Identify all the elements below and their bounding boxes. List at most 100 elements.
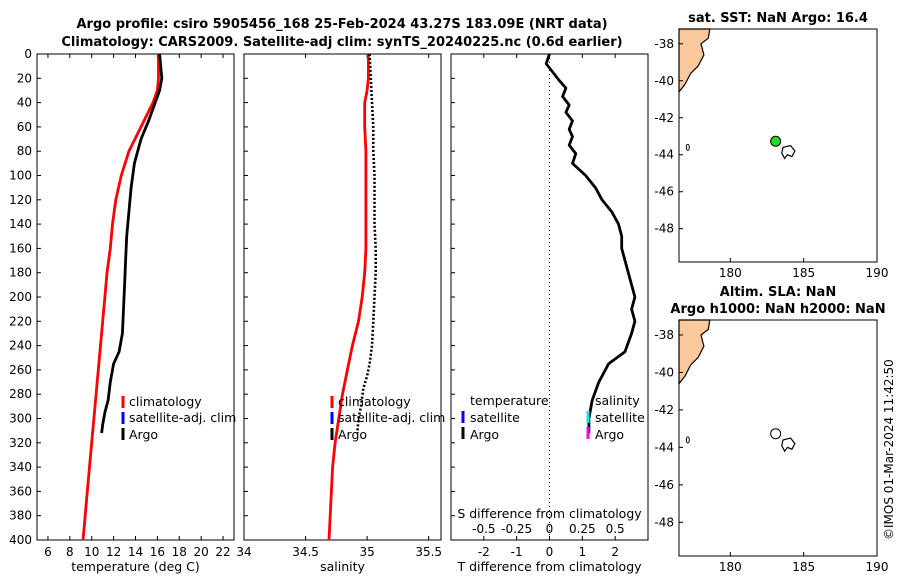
- map-x-tick-label: 180: [719, 266, 742, 280]
- map-y-tick-label: -40: [654, 365, 674, 379]
- legend-swatch-argo: [330, 428, 334, 440]
- y-tick-label: 40: [17, 96, 32, 110]
- x-tick-label: 2: [611, 545, 619, 559]
- map-y-tick-label: -40: [654, 74, 674, 88]
- map-title-line2: Argo h1000: NaN h2000: NaN: [670, 302, 885, 317]
- map-x-tick-label: 185: [792, 266, 815, 280]
- plot-frame: [36, 53, 235, 541]
- temperature-panel: 6 8 10 12 14 16 18 20 22020406080100120140160180…: [9, 47, 235, 574]
- legend-label-satellite: satellite-adj. clim: [338, 410, 445, 425]
- x-axis-label-top: S difference from climatology: [457, 506, 642, 521]
- legend-label-argo: Argo: [129, 427, 158, 442]
- sst-map-panel: 180 185 190 -38 -40 -42 -44 -46 -48 sat. SST: NaN…: [654, 11, 888, 280]
- legend-swatch-sal-argo: [586, 427, 590, 439]
- map-x-tick-label: 185: [792, 560, 815, 574]
- y-tick-label: 160: [9, 241, 32, 255]
- land-shape: [678, 319, 711, 386]
- plot-frame: [243, 53, 442, 541]
- legend-label-sal-satellite: satellite: [595, 410, 645, 425]
- legend-swatch-climatology: [121, 396, 125, 408]
- y-tick-label: 100: [9, 169, 32, 183]
- float-position-marker: [770, 135, 782, 147]
- y-tick-label: 120: [9, 193, 32, 207]
- x-tick-label: 16: [150, 545, 165, 559]
- x-tick-label: 12: [106, 545, 121, 559]
- x-tick-label: 6: [44, 545, 52, 559]
- legend-swatch-temp-satellite: [461, 411, 465, 423]
- legend-swatch-sal-satellite: [586, 411, 590, 423]
- x-top-tick-label: 0.5: [606, 522, 625, 536]
- legend-label-temp-argo: Argo: [470, 427, 499, 442]
- map-title-line1: Altim. SLA: NaN: [720, 285, 836, 300]
- temperature-legend: climatology satellite-adj. clim Argo: [121, 394, 236, 442]
- x-tick-label: -2: [478, 545, 490, 559]
- series-line-climatology: [327, 54, 370, 541]
- legend-label-sal-argo: Argo: [595, 427, 624, 442]
- land-shape: [678, 28, 711, 94]
- y-tick-label: 380: [9, 509, 32, 523]
- chatham-island: [781, 144, 796, 160]
- x-tick-label: 35: [359, 545, 374, 559]
- x-axis-label: T difference from climatology: [456, 559, 642, 574]
- x-tick-label: 10: [84, 545, 99, 559]
- x-axis-label: salinity: [320, 559, 365, 574]
- salinity-panel: 34 34.5 35 35.5 salinity: [236, 53, 442, 574]
- difference-legend: temperature satellite Argo salinity sate…: [461, 393, 645, 442]
- map-y-tick-label: -44: [654, 148, 674, 162]
- float-position-marker: [770, 428, 782, 440]
- legend-label-climatology: climatology: [129, 394, 202, 409]
- x-tick-label: 34: [236, 545, 251, 559]
- y-tick-label: 260: [9, 363, 32, 377]
- x-tick-label: 14: [128, 545, 143, 559]
- imos-watermark: ©IMOS 01-Mar-2024 11:42:50: [882, 359, 896, 540]
- title-line2: Climatology: CARS2009. Satellite-adj cli…: [61, 35, 622, 50]
- bounty-island: [685, 143, 690, 151]
- x-tick-label: 22: [215, 545, 230, 559]
- legend-header-salinity: salinity: [595, 393, 640, 408]
- difference-panel: -2 -1 0 1 2T difference from climatology S di…: [450, 53, 649, 574]
- map-y-tick-label: -38: [654, 328, 674, 342]
- legend-swatch-argo: [121, 428, 125, 440]
- y-tick-label: 180: [9, 266, 32, 280]
- y-tick-label: 240: [9, 339, 32, 353]
- y-tick-label: 360: [9, 484, 32, 498]
- x-tick-label: -1: [511, 545, 523, 559]
- series-line-argo: [100, 53, 164, 434]
- legend-swatch-satellite: [330, 412, 334, 424]
- x-tick-label: 20: [194, 545, 209, 559]
- legend-label-satellite: satellite-adj. clim: [129, 410, 236, 425]
- y-tick-label: 280: [9, 387, 32, 401]
- y-tick-label: 0: [24, 47, 32, 61]
- y-tick-label: 200: [9, 290, 32, 304]
- map-x-tick-label: 190: [866, 266, 889, 280]
- series-line-climatology: [81, 54, 160, 541]
- map-x-tick-label: 190: [866, 560, 889, 574]
- sla-map-panel: 180 185 190 -38 -40 -42 -44 -46 -48 Altim. SLA: N…: [654, 285, 888, 574]
- map-y-tick-label: -48: [654, 515, 674, 529]
- map-x-tick-label: 180: [719, 560, 742, 574]
- x-top-tick-label: 0: [546, 522, 554, 536]
- legend-header-temperature: temperature: [470, 393, 549, 408]
- y-tick-label: 340: [9, 460, 32, 474]
- x-tick-label: 35.5: [415, 545, 442, 559]
- map-y-tick-label: -44: [654, 440, 674, 454]
- legend-swatch-satellite: [121, 412, 125, 424]
- map-title: sat. SST: NaN Argo: 16.4: [688, 11, 868, 26]
- y-tick-label: 300: [9, 412, 32, 426]
- salinity-legend: climatology satellite-adj. clim Argo: [330, 394, 445, 442]
- legend-label-temp-satellite: satellite: [470, 410, 520, 425]
- x-axis-label: temperature (deg C): [71, 559, 200, 574]
- map-y-tick-label: -46: [654, 185, 674, 199]
- x-tick-label: 1: [579, 545, 587, 559]
- map-y-tick-label: -42: [654, 111, 674, 125]
- y-tick-label: 140: [9, 217, 32, 231]
- legend-label-argo: Argo: [338, 427, 367, 442]
- y-tick-label: 320: [9, 436, 32, 450]
- x-tick-label: 18: [172, 545, 187, 559]
- map-y-tick-label: -38: [654, 37, 674, 51]
- x-top-tick-label: -0.25: [501, 522, 532, 536]
- map-y-tick-label: -42: [654, 403, 674, 417]
- legend-swatch-temp-argo: [461, 427, 465, 439]
- title-line1: Argo profile: csiro 5905456_168 25-Feb-2…: [76, 17, 607, 32]
